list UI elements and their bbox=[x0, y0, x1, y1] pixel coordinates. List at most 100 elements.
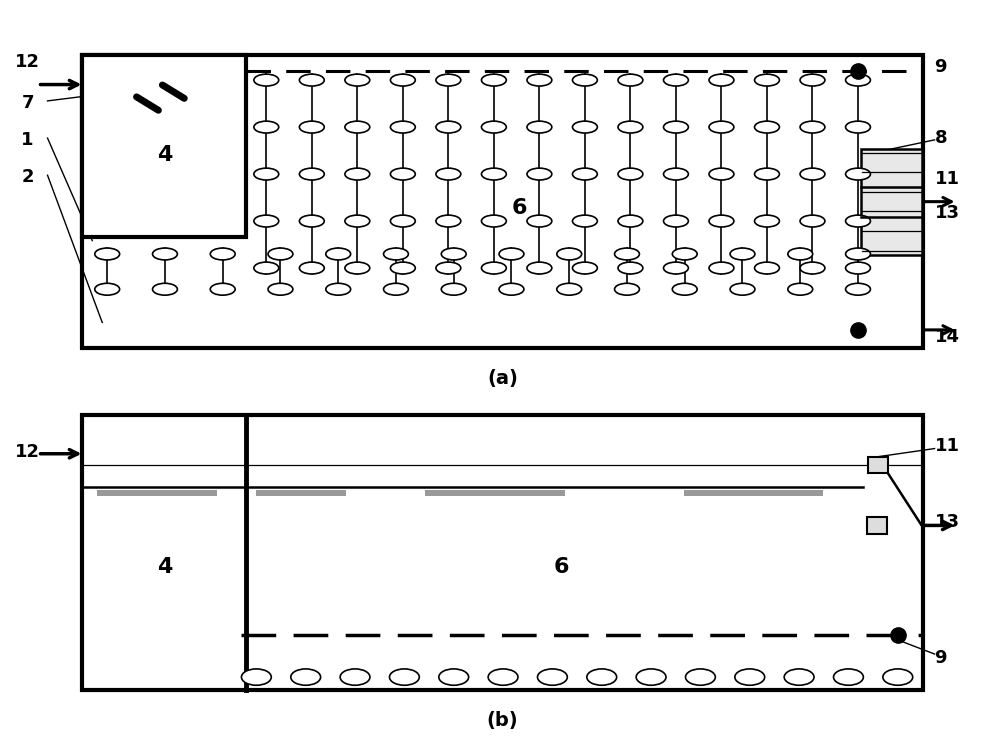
Ellipse shape bbox=[390, 74, 415, 86]
Ellipse shape bbox=[636, 669, 666, 685]
Ellipse shape bbox=[439, 669, 469, 685]
Ellipse shape bbox=[95, 248, 120, 260]
Ellipse shape bbox=[615, 248, 639, 260]
Ellipse shape bbox=[572, 168, 597, 180]
Ellipse shape bbox=[709, 262, 734, 274]
Bar bbox=[256, 490, 346, 496]
Text: (a): (a) bbox=[487, 369, 518, 388]
Ellipse shape bbox=[268, 283, 293, 295]
Text: 13: 13 bbox=[935, 513, 960, 531]
Ellipse shape bbox=[481, 121, 506, 133]
Ellipse shape bbox=[527, 262, 552, 274]
Text: 11: 11 bbox=[935, 170, 960, 188]
Ellipse shape bbox=[846, 262, 870, 274]
Ellipse shape bbox=[883, 669, 913, 685]
Bar bbox=[82, 55, 923, 348]
Ellipse shape bbox=[537, 669, 567, 685]
Ellipse shape bbox=[664, 74, 688, 86]
Ellipse shape bbox=[481, 262, 506, 274]
Ellipse shape bbox=[241, 669, 271, 685]
Ellipse shape bbox=[788, 283, 813, 295]
Ellipse shape bbox=[846, 283, 870, 295]
Bar bbox=[868, 457, 888, 473]
Text: 12: 12 bbox=[15, 53, 40, 71]
Ellipse shape bbox=[326, 283, 351, 295]
Ellipse shape bbox=[846, 74, 870, 86]
Ellipse shape bbox=[664, 262, 688, 274]
Ellipse shape bbox=[846, 121, 870, 133]
Ellipse shape bbox=[672, 283, 697, 295]
Text: 9: 9 bbox=[935, 649, 947, 667]
Ellipse shape bbox=[664, 215, 688, 227]
Ellipse shape bbox=[709, 74, 734, 86]
Ellipse shape bbox=[345, 121, 370, 133]
Ellipse shape bbox=[210, 248, 235, 260]
Ellipse shape bbox=[153, 283, 177, 295]
Text: 8: 8 bbox=[935, 129, 947, 147]
Ellipse shape bbox=[735, 669, 765, 685]
Ellipse shape bbox=[389, 669, 419, 685]
Ellipse shape bbox=[788, 248, 813, 260]
Ellipse shape bbox=[436, 262, 461, 274]
Ellipse shape bbox=[326, 248, 351, 260]
Ellipse shape bbox=[755, 262, 779, 274]
Ellipse shape bbox=[800, 262, 825, 274]
Ellipse shape bbox=[210, 283, 235, 295]
Ellipse shape bbox=[755, 74, 779, 86]
Ellipse shape bbox=[730, 248, 755, 260]
Text: 12: 12 bbox=[15, 443, 40, 461]
Ellipse shape bbox=[345, 74, 370, 86]
Ellipse shape bbox=[834, 669, 863, 685]
Ellipse shape bbox=[846, 215, 870, 227]
Text: 13: 13 bbox=[935, 204, 960, 222]
Text: 9: 9 bbox=[935, 58, 947, 76]
Ellipse shape bbox=[254, 168, 279, 180]
Ellipse shape bbox=[390, 215, 415, 227]
Ellipse shape bbox=[800, 74, 825, 86]
Ellipse shape bbox=[557, 283, 582, 295]
Text: 7: 7 bbox=[21, 94, 34, 112]
Ellipse shape bbox=[618, 262, 643, 274]
Ellipse shape bbox=[800, 215, 825, 227]
Text: 6: 6 bbox=[512, 198, 527, 217]
Ellipse shape bbox=[730, 283, 755, 295]
Ellipse shape bbox=[436, 121, 461, 133]
Ellipse shape bbox=[441, 283, 466, 295]
Ellipse shape bbox=[800, 121, 825, 133]
Bar bbox=[82, 416, 923, 691]
Ellipse shape bbox=[755, 121, 779, 133]
Bar bbox=[867, 518, 887, 533]
Text: 4: 4 bbox=[157, 145, 172, 165]
Ellipse shape bbox=[618, 168, 643, 180]
Ellipse shape bbox=[618, 121, 643, 133]
Ellipse shape bbox=[618, 215, 643, 227]
Ellipse shape bbox=[340, 669, 370, 685]
Ellipse shape bbox=[95, 283, 120, 295]
Bar bbox=[82, 55, 246, 237]
Ellipse shape bbox=[572, 121, 597, 133]
Ellipse shape bbox=[390, 121, 415, 133]
Text: 14: 14 bbox=[935, 328, 960, 346]
Bar bbox=[97, 490, 217, 496]
Text: 6: 6 bbox=[554, 557, 569, 577]
Ellipse shape bbox=[390, 262, 415, 274]
Bar bbox=[684, 490, 823, 496]
Ellipse shape bbox=[846, 168, 870, 180]
Ellipse shape bbox=[784, 669, 814, 685]
Ellipse shape bbox=[291, 669, 321, 685]
Ellipse shape bbox=[846, 248, 870, 260]
Ellipse shape bbox=[441, 248, 466, 260]
Ellipse shape bbox=[572, 262, 597, 274]
Ellipse shape bbox=[345, 168, 370, 180]
Ellipse shape bbox=[615, 283, 639, 295]
Ellipse shape bbox=[618, 74, 643, 86]
Ellipse shape bbox=[345, 215, 370, 227]
Ellipse shape bbox=[572, 74, 597, 86]
Ellipse shape bbox=[527, 74, 552, 86]
Ellipse shape bbox=[299, 121, 324, 133]
Ellipse shape bbox=[436, 168, 461, 180]
Ellipse shape bbox=[709, 121, 734, 133]
Ellipse shape bbox=[755, 215, 779, 227]
Ellipse shape bbox=[709, 168, 734, 180]
Ellipse shape bbox=[299, 215, 324, 227]
